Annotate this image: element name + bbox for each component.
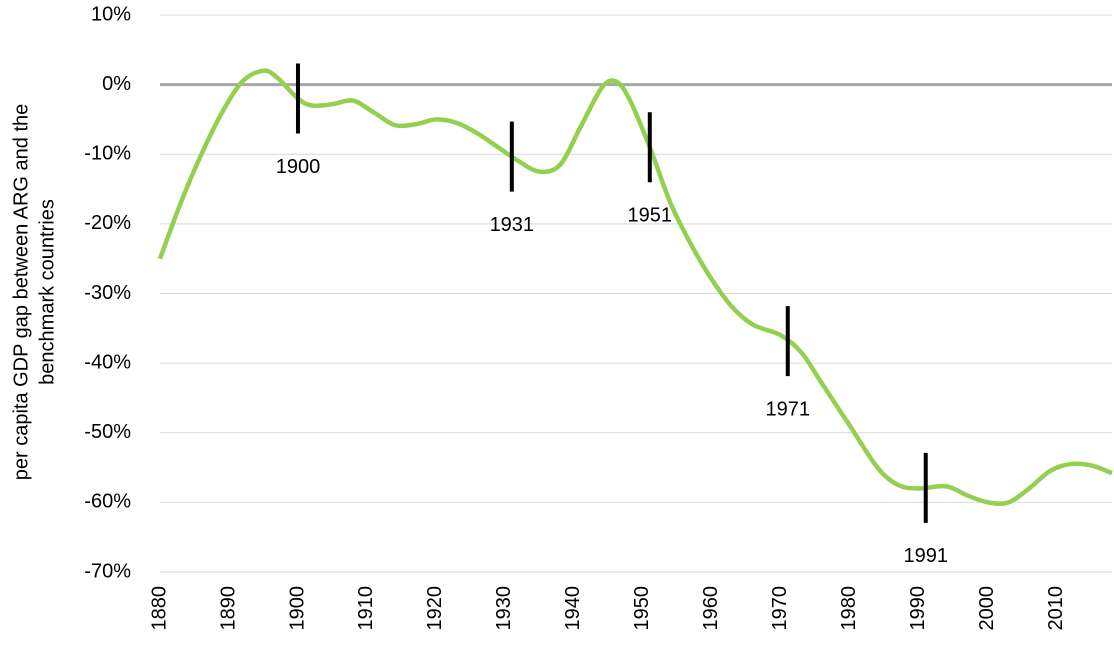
x-tick-label: 1920 — [424, 586, 446, 631]
y-tick-label: -10% — [84, 143, 131, 165]
annotation-label: 1900 — [276, 156, 321, 178]
x-tick-label: 1940 — [562, 586, 584, 631]
annotation-label: 1971 — [766, 398, 811, 420]
x-tick-label: 1930 — [493, 586, 515, 631]
x-tick-label: 2000 — [976, 586, 998, 631]
y-tick-label: -20% — [84, 212, 131, 234]
x-tick-label: 1880 — [148, 586, 170, 631]
x-tick-label: 1910 — [355, 586, 377, 631]
x-tick-label: 1980 — [838, 586, 860, 631]
x-tick-label: 2010 — [1045, 586, 1067, 631]
annotation-label: 1991 — [903, 545, 948, 567]
annotation-label: 1951 — [628, 205, 673, 227]
y-tick-label: -70% — [84, 560, 131, 582]
x-tick-label: 1970 — [769, 586, 791, 631]
y-axis-label: benchmark countries — [36, 199, 58, 385]
y-tick-label: 0% — [102, 73, 131, 95]
x-tick-label: 1900 — [286, 586, 308, 631]
annotation-label: 1931 — [490, 214, 535, 236]
data-line — [157, 68, 1113, 506]
x-tick-label: 1960 — [700, 586, 722, 631]
y-axis-label: per capita GDP gap between ARG and the — [10, 104, 32, 481]
y-tick-label: -50% — [84, 421, 131, 443]
x-tick-label: 1890 — [217, 586, 239, 631]
x-tick-label: 1950 — [631, 586, 653, 631]
x-tick-label: 1990 — [907, 586, 929, 631]
y-tick-label: -40% — [84, 351, 131, 373]
y-tick-label: -60% — [84, 491, 131, 513]
y-tick-label: 10% — [91, 3, 131, 25]
y-tick-label: -30% — [84, 282, 131, 304]
